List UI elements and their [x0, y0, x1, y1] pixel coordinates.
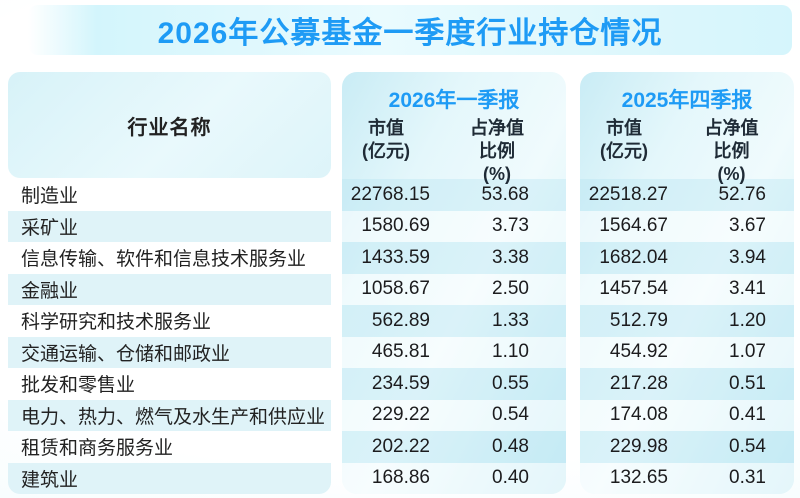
- net-ratio-cell: 0.41: [729, 404, 766, 426]
- industry-name: 科学研究和技术服务业: [21, 312, 212, 334]
- table-row: 22518.27 52.76: [580, 179, 794, 211]
- market-value-header-line2: (亿元): [600, 141, 648, 161]
- column-headers: 市值 (亿元) 占净值比例 (%): [580, 117, 794, 186]
- net-ratio-cell: 3.94: [729, 246, 766, 268]
- net-ratio-cell: 3.67: [729, 215, 766, 237]
- report-panel-2025q4: 2025年四季报 市值 (亿元) 占净值比例 (%) 22518.27 52.76…: [580, 72, 794, 494]
- table-row: 229.22 0.54: [342, 399, 566, 431]
- net-ratio-cell: 0.40: [492, 467, 529, 489]
- net-ratio-cell: 1.10: [492, 341, 529, 363]
- table-row: 1058.67 2.50: [342, 273, 566, 305]
- market-value-header-line1: 市值: [606, 118, 642, 138]
- industry-name: 租赁和商务服务业: [21, 438, 174, 460]
- industry-name: 采矿业: [8, 210, 331, 242]
- net-ratio-header-line2: (%): [717, 164, 746, 184]
- net-ratio-cell: 53.68: [481, 183, 529, 205]
- panel-header-2025q4: 2025年四季报 市值 (亿元) 占净值比例 (%): [580, 72, 794, 184]
- table-row: 465.81 1.10: [342, 336, 566, 368]
- net-ratio-cell: 1.20: [729, 309, 766, 331]
- net-ratio-cell: 1.33: [492, 309, 529, 331]
- table-row: 234.59 0.55: [342, 368, 566, 400]
- table-row: 217.28 0.51: [580, 368, 794, 400]
- report-panel-2026q1: 2026年一季报 市值 (亿元) 占净值比例 (%) 22768.15 53.68…: [342, 72, 566, 494]
- industry-name: 建筑业: [8, 462, 331, 494]
- net-ratio-cell: 52.76: [718, 183, 766, 205]
- market-value-cell: 132.65: [609, 467, 668, 489]
- table-row: 168.86 0.40: [342, 462, 566, 494]
- market-value-header: 市值 (亿元): [342, 117, 465, 186]
- market-value-cell: 1564.67: [599, 215, 668, 237]
- net-ratio-cell: 0.55: [492, 372, 529, 394]
- market-value-cell: 1433.59: [361, 246, 430, 268]
- net-ratio-cell: 2.50: [492, 278, 529, 300]
- net-ratio-cell: 3.41: [729, 278, 766, 300]
- table-row: 512.79 1.20: [580, 305, 794, 337]
- market-value-cell: 168.86: [371, 467, 430, 489]
- market-value-cell: 174.08: [609, 404, 668, 426]
- industry-name: 电力、热力、燃气及水生产和供应业: [8, 399, 331, 431]
- report-period-label: 2026年一季报: [388, 89, 520, 112]
- report-period-label: 2025年四季报: [621, 89, 753, 112]
- net-ratio-cell: 0.51: [729, 372, 766, 394]
- net-ratio-header: 占净值比例 (%): [697, 117, 794, 186]
- net-ratio-cell: 0.54: [729, 435, 766, 457]
- market-value-cell: 454.92: [609, 341, 668, 363]
- market-value-cell: 234.59: [371, 372, 430, 394]
- net-ratio-cell: 0.48: [492, 435, 529, 457]
- market-value-cell: 22518.27: [588, 183, 668, 205]
- net-ratio-header-line1: 占净值比例: [470, 118, 524, 161]
- table-row: 1580.69 3.73: [342, 210, 566, 242]
- market-value-cell: 217.28: [609, 372, 668, 394]
- industry-name: 信息传输、软件和信息技术服务业: [21, 249, 307, 271]
- table-row: 1433.59 3.38: [342, 242, 566, 274]
- title-banner: 2026年公募基金一季度行业持仓情况: [28, 5, 792, 55]
- industry-column: 行业名称 制造业 采矿业信息传输、软件和信息技术服务业 金融业科学研究和技术服务业交…: [8, 72, 331, 494]
- market-value-cell: 1058.67: [361, 278, 430, 300]
- net-ratio-cell: 0.31: [729, 467, 766, 489]
- market-value-cell: 229.22: [371, 404, 430, 426]
- market-value-cell: 1580.69: [361, 215, 430, 237]
- industry-name: 制造业: [21, 186, 79, 208]
- market-value-header-line1: 市值: [368, 118, 404, 138]
- table-row: 562.89 1.33: [342, 305, 566, 337]
- value-rows-2025q4: 22518.27 52.76 1564.67 3.67 1682.04 3.94 1457.…: [580, 179, 794, 494]
- table-row: 454.92 1.07: [580, 336, 794, 368]
- industry-name: 批发和零售业: [21, 375, 136, 397]
- table-row: 229.98 0.54: [580, 431, 794, 463]
- market-value-header: 市值 (亿元): [580, 117, 697, 186]
- table-row: 1564.67 3.67: [580, 210, 794, 242]
- market-value-cell: 465.81: [371, 341, 430, 363]
- net-ratio-cell: 0.54: [492, 404, 529, 426]
- table-row: 1457.54 3.41: [580, 273, 794, 305]
- net-ratio-header-line1: 占净值比例: [704, 118, 759, 161]
- table-row: 202.22 0.48: [342, 431, 566, 463]
- net-ratio-header: 占净值比例 (%): [465, 117, 566, 186]
- column-headers: 市值 (亿元) 占净值比例 (%): [342, 117, 566, 186]
- market-value-cell: 1457.54: [599, 278, 668, 300]
- page-title: 2026年公募基金一季度行业持仓情况: [157, 17, 663, 50]
- net-ratio-cell: 3.38: [492, 246, 529, 268]
- table-row: 1682.04 3.94: [580, 242, 794, 274]
- panel-header-2026q1: 2026年一季报 市值 (亿元) 占净值比例 (%): [342, 72, 566, 184]
- net-ratio-cell: 3.73: [492, 215, 529, 237]
- market-value-cell: 562.89: [371, 309, 430, 331]
- market-value-cell: 202.22: [371, 435, 430, 457]
- industry-name: 金融业: [8, 273, 331, 305]
- industry-name-header: 行业名称: [8, 72, 331, 178]
- market-value-cell: 22768.15: [350, 183, 430, 205]
- net-ratio-header-line2: (%): [483, 164, 511, 184]
- value-rows-2026q1: 22768.15 53.68 1580.69 3.73 1433.59 3.38 1058.…: [342, 179, 566, 494]
- table-row: 174.08 0.41: [580, 399, 794, 431]
- market-value-cell: 512.79: [609, 309, 668, 331]
- market-value-cell: 229.98: [609, 435, 668, 457]
- industry-rows: 制造业 采矿业信息传输、软件和信息技术服务业 金融业科学研究和技术服务业 交通运输、仓…: [8, 179, 331, 494]
- market-value-cell: 1682.04: [599, 246, 668, 268]
- industry-name: 交通运输、仓储和邮政业: [8, 336, 331, 368]
- market-value-header-line2: (亿元): [362, 141, 410, 161]
- table-row: 132.65 0.31: [580, 462, 794, 494]
- net-ratio-cell: 1.07: [729, 341, 766, 363]
- table-row: 22768.15 53.68: [342, 179, 566, 211]
